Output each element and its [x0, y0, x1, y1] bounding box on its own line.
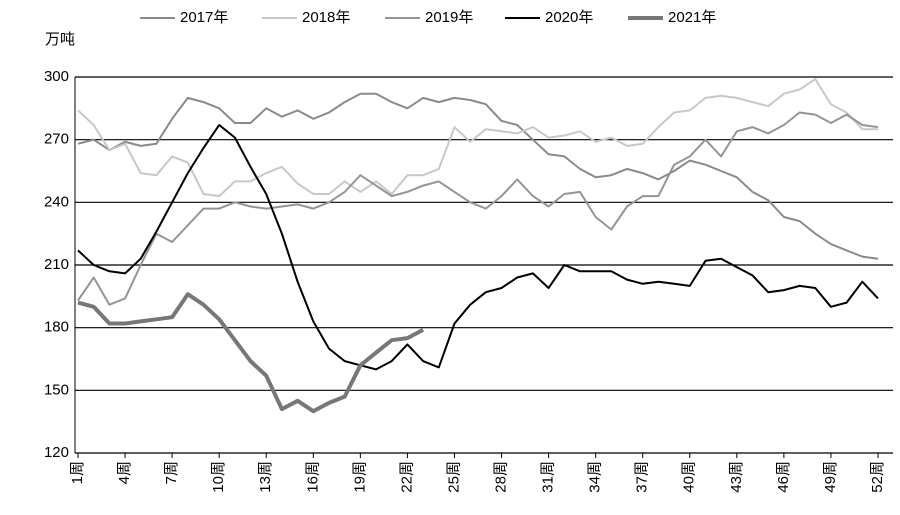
line-series — [77, 292, 425, 414]
y-tick-label: 120 — [44, 444, 69, 461]
x-tick-label: 43周 — [728, 461, 745, 493]
x-tick-label: 37周 — [634, 461, 651, 493]
y-axis-label: 万吨 — [45, 31, 75, 48]
legend-label: 2018年 — [302, 9, 350, 26]
y-tick-label: 150 — [44, 381, 69, 398]
line-series — [77, 78, 878, 198]
x-tick-label: 49周 — [822, 461, 839, 493]
x-tick-label: 13周 — [257, 461, 274, 493]
x-tick-label: 40周 — [681, 461, 698, 493]
x-tick-label: 46周 — [775, 461, 792, 493]
y-tick-label: 300 — [44, 68, 69, 85]
legend-label: 2017年 — [180, 9, 228, 26]
legend-label: 2021年 — [668, 9, 716, 26]
legend-label: 2020年 — [545, 9, 593, 26]
legend-label: 2019年 — [425, 9, 473, 26]
y-tick-label: 210 — [44, 256, 69, 273]
line-series — [77, 124, 879, 371]
x-tick-label: 10周 — [210, 461, 227, 493]
x-tick-label: 19周 — [351, 461, 368, 493]
x-tick-label: 34周 — [587, 461, 604, 493]
x-tick-label: 25周 — [445, 461, 462, 493]
x-tick-label: 7周 — [163, 461, 180, 484]
x-tick-label: 28周 — [492, 461, 509, 493]
x-tick-label: 1周 — [69, 461, 86, 484]
line-series — [77, 92, 879, 260]
x-tick-label: 52周 — [869, 461, 886, 493]
x-tick-label: 4周 — [116, 461, 133, 484]
x-tick-label: 31周 — [540, 461, 557, 493]
y-tick-label: 270 — [44, 131, 69, 148]
x-tick-label: 16周 — [304, 461, 321, 493]
x-tick-label: 22周 — [398, 461, 415, 493]
y-tick-label: 240 — [44, 193, 69, 210]
line-series — [77, 111, 879, 306]
y-tick-label: 180 — [44, 319, 69, 336]
